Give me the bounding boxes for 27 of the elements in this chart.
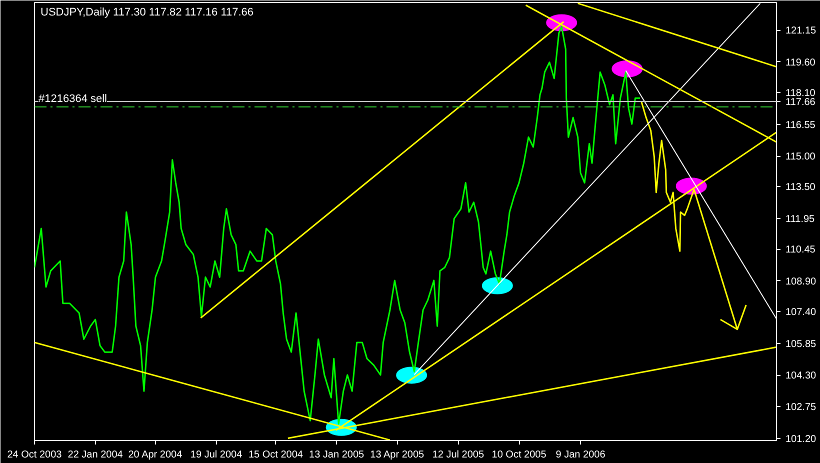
y-tick-label: 105.85: [786, 338, 817, 350]
x-tick-label: 20 Apr 2004: [128, 450, 183, 460]
y-tick-label: 116.55: [786, 120, 816, 131]
y-tick-label: 111.95: [786, 214, 816, 225]
y-tick-label: 107.40: [786, 307, 817, 318]
y-tick-label: 108.90: [786, 276, 817, 288]
y-tick-label: 119.60: [786, 57, 816, 68]
x-tick-label: 9 Jan 2006: [556, 450, 606, 460]
y-tick-label: 118.10: [786, 88, 816, 100]
x-tick-label: 19 Jul 2004: [190, 450, 243, 460]
y-tick-label: 113.50: [786, 182, 816, 194]
chart-title: USDJPY,Daily 117.30 117.82 117.16 117.66: [40, 6, 254, 18]
ref-line-label: #1216364 sell: [38, 92, 108, 105]
y-tick-label: 104.30: [786, 370, 817, 382]
x-tick-label: 13 Jan 2005: [309, 450, 365, 460]
x-tick-label: 24 Oct 2003: [7, 450, 62, 460]
x-tick-label: 15 Oct 2004: [248, 450, 304, 460]
y-tick-label: 110.45: [786, 244, 816, 256]
y-tick-label: 102.75: [786, 402, 817, 414]
x-tick-label: 10 Oct 2005: [492, 450, 547, 460]
x-tick-label: 12 Jul 2005: [432, 450, 485, 460]
x-tick-label: 22 Jan 2004: [68, 450, 124, 460]
x-tick-label: 13 Apr 2005: [370, 450, 425, 460]
ref-line-label: 117.66: [786, 97, 816, 108]
y-tick-label: 115.00: [786, 152, 816, 163]
y-tick-label: 121.15: [786, 26, 817, 37]
y-tick-label: 101.20: [786, 434, 817, 445]
